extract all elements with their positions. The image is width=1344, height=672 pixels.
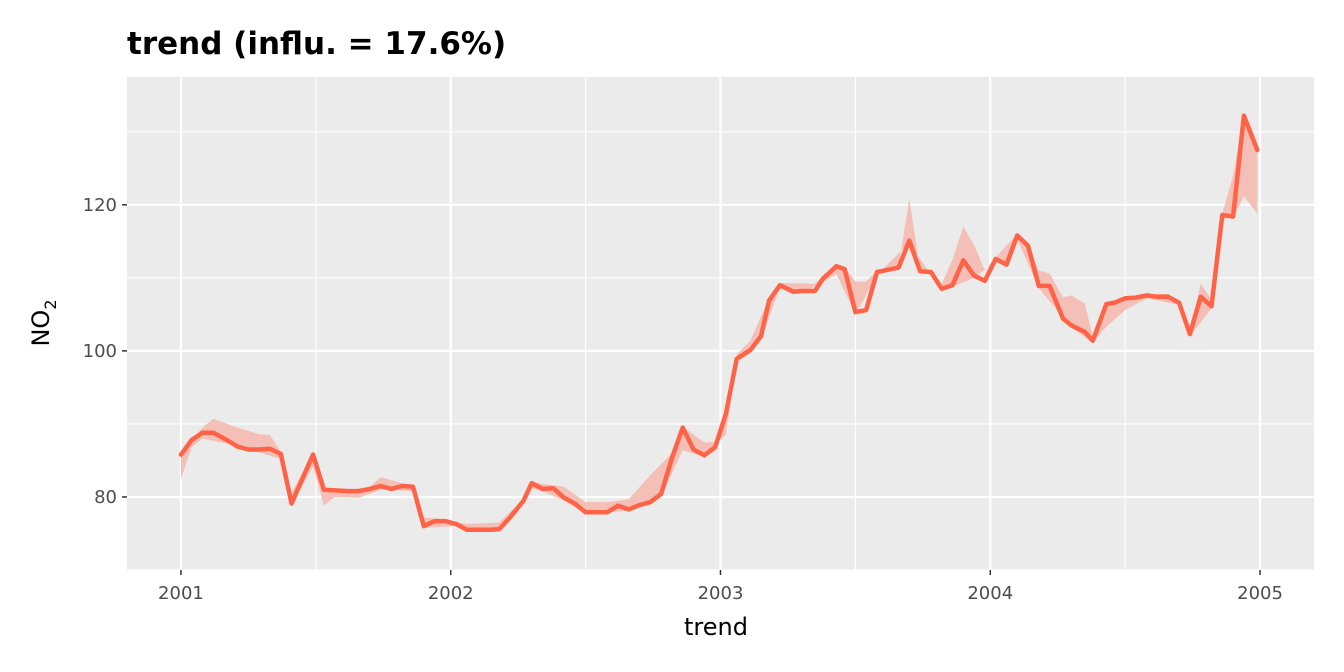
x-axis: 2001 2002 2003 2004 2005 bbox=[158, 570, 1283, 604]
trend-line bbox=[178, 113, 1260, 533]
y-axis: 80 100 120 bbox=[83, 195, 127, 508]
x-axis-title: trend bbox=[684, 613, 748, 641]
y-axis-title: NO2 bbox=[27, 299, 60, 346]
y-axis-title-main: NO bbox=[27, 310, 55, 347]
x-tick-label: 2001 bbox=[158, 583, 204, 604]
y-tick-label: 80 bbox=[94, 487, 117, 508]
y-tick-label: 100 bbox=[83, 341, 117, 362]
x-tick-label: 2005 bbox=[1237, 583, 1283, 604]
chart-title: trend (influ. = 17.6%) bbox=[127, 26, 506, 62]
y-axis-title-subscript: 2 bbox=[41, 299, 60, 309]
x-tick-label: 2004 bbox=[967, 583, 1013, 604]
y-tick-label: 120 bbox=[83, 195, 117, 216]
x-tick-label: 2003 bbox=[698, 583, 744, 604]
x-tick-label: 2002 bbox=[428, 583, 474, 604]
